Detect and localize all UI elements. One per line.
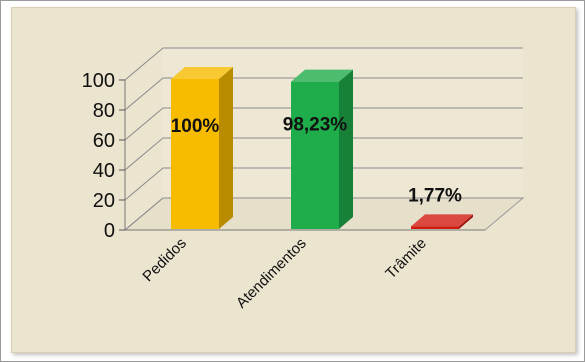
gridline [124,197,523,231]
gridline [124,47,523,81]
gridline [124,107,523,141]
bar-top [411,214,473,227]
data-label: 100% [171,116,220,137]
gridline [124,137,523,171]
category-label: Pedidos [139,235,189,285]
bar-side [219,67,233,229]
bar-front [171,79,219,229]
y-tick-label: 0 [104,220,115,242]
gridline [124,167,523,201]
bar-pedidos [171,67,233,229]
gridlines [124,47,523,231]
category-label: Trâmite [382,235,430,283]
bar-top [171,67,233,79]
bar-front [291,81,339,229]
bar-side [459,214,473,229]
gridline [124,77,523,111]
axes [124,80,485,231]
data-label: 1,77% [408,185,462,206]
bar-tramite [411,214,473,229]
y-tick-label: 60 [93,130,115,152]
data-labels: 100% 98,23% 1,77% [171,115,462,207]
y-tick-label: 40 [93,160,115,182]
y-tick-label: 80 [93,100,115,122]
y-tick-label: 20 [93,190,115,212]
bars [171,67,473,229]
x-axis-categories: Pedidos Atendimentos Trâmite [139,235,429,312]
bar-front [411,226,459,229]
data-label: 98,23% [283,115,348,136]
y-tick-label: 100 [82,70,115,92]
bar-top [291,69,353,82]
bar-side [339,69,353,229]
y-axis-ticks: 0 20 40 60 80 100 [82,70,125,242]
bar-atendimentos [291,69,353,229]
category-label: Atendimentos [233,235,310,312]
